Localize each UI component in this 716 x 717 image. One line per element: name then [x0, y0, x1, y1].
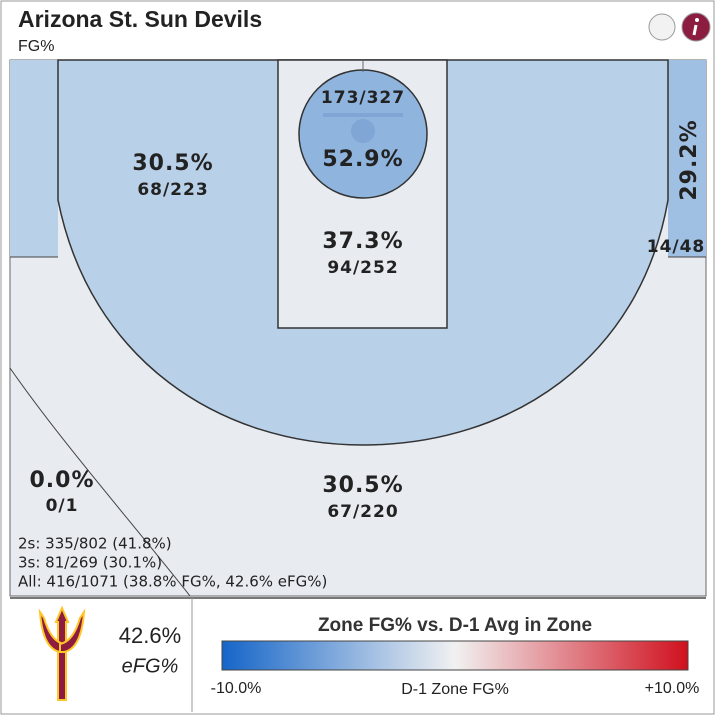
- zone-shots: 94/252: [327, 258, 398, 278]
- zone-pct: 30.5%: [322, 473, 403, 498]
- summary-line: 3s: 81/269 (30.1%): [18, 554, 162, 572]
- court: [9, 59, 707, 597]
- zone-shots: 67/220: [327, 502, 398, 522]
- zone-shots: 0/1: [46, 496, 79, 516]
- rim: [351, 119, 375, 143]
- summary-line: 2s: 335/802 (41.8%): [18, 535, 172, 553]
- long-zone-line: [9, 367, 191, 597]
- legend-mid: D-1 Zone FG%: [401, 681, 509, 698]
- zone-pct: 52.9%: [322, 147, 403, 172]
- efg-label: eFG%: [122, 655, 179, 677]
- right-corner-zone: [668, 60, 706, 257]
- legend-title: Zone FG% vs. D-1 Avg in Zone: [318, 615, 592, 636]
- zone-pct: 0.0%: [29, 468, 94, 493]
- summary-line: All: 416/1071 (38.8% FG%, 42.6% eFG%): [18, 573, 327, 591]
- subtitle: FG%: [18, 38, 54, 55]
- legend-min: -10.0%: [211, 680, 262, 697]
- legend-gradient: [221, 640, 689, 671]
- efg-value: 42.6%: [119, 623, 181, 648]
- zone-pct: 37.3%: [322, 229, 403, 254]
- title: Arizona St. Sun Devils: [18, 6, 262, 32]
- zone-shots: 14/48: [647, 237, 706, 257]
- zone-shots: 173/327: [321, 88, 405, 108]
- toggle-icon[interactable]: [648, 13, 676, 41]
- zone-pct: 30.5%: [132, 151, 213, 176]
- zone-pct: 29.2%: [677, 119, 702, 200]
- team-logo: [38, 605, 86, 701]
- legend-max: +10.0%: [645, 680, 700, 697]
- info-dot: [695, 18, 699, 22]
- zone-shots: 68/223: [137, 180, 208, 200]
- left-corner-zone: [10, 60, 58, 257]
- info-stem: [692, 24, 698, 36]
